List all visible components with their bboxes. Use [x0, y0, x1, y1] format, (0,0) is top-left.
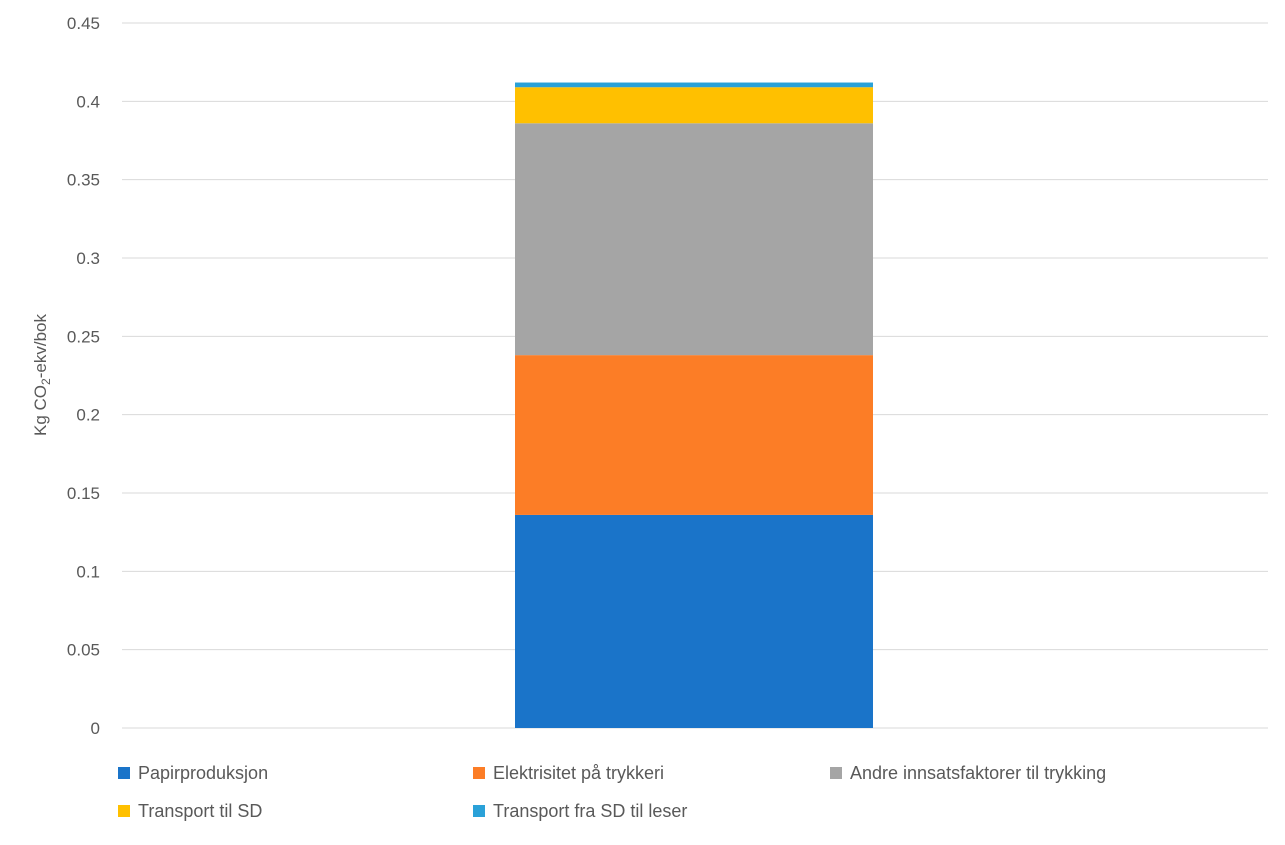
- bar-segment-3: [515, 123, 873, 356]
- y-tick-label: 0.35: [67, 171, 100, 190]
- bar-segment-2: [515, 355, 873, 515]
- legend-label: Andre innsatsfaktorer til trykking: [850, 763, 1106, 783]
- legend-swatch: [118, 767, 130, 779]
- y-tick-label: 0.05: [67, 641, 100, 660]
- legend-label: Transport fra SD til leser: [493, 801, 687, 821]
- legend-swatch: [118, 805, 130, 817]
- legend-swatch: [473, 767, 485, 779]
- y-tick-label: 0: [91, 719, 100, 738]
- bar-segment-4: [515, 87, 873, 124]
- bar-stack: [515, 82, 873, 728]
- legend-label: Papirproduksjon: [138, 763, 268, 783]
- bar-segment-5: [515, 82, 873, 88]
- y-tick-label: 0.3: [76, 249, 100, 268]
- y-tick-label: 0.45: [67, 14, 100, 33]
- y-tick-label: 0.25: [67, 327, 100, 346]
- y-tick-label: 0.1: [76, 562, 100, 581]
- legend: Papirproduksjon Elektrisitet på trykkeri A…: [118, 763, 1106, 821]
- legend-label: Elektrisitet på trykkeri: [493, 763, 664, 783]
- y-tick-label: 0.2: [76, 406, 100, 425]
- legend-swatch: [473, 805, 485, 817]
- bar-segment-1: [515, 514, 873, 728]
- y-axis-label: Kg CO2-ekv/bok: [31, 314, 53, 436]
- legend-swatch: [830, 767, 842, 779]
- y-axis-ticks: 0 0.05 0.1 0.15 0.2 0.25 0.3 0.35 0.4 0.45: [67, 14, 100, 738]
- y-tick-label: 0.4: [76, 92, 100, 111]
- legend-label: Transport til SD: [138, 801, 262, 821]
- y-tick-label: 0.15: [67, 484, 100, 503]
